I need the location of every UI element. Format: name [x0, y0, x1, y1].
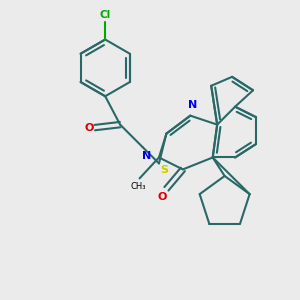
Text: CH₃: CH₃ — [130, 182, 146, 191]
Text: Cl: Cl — [100, 10, 111, 20]
Text: O: O — [85, 123, 94, 133]
Text: S: S — [160, 165, 169, 175]
Text: N: N — [142, 151, 152, 161]
Text: N: N — [188, 100, 197, 110]
Text: O: O — [157, 192, 167, 203]
